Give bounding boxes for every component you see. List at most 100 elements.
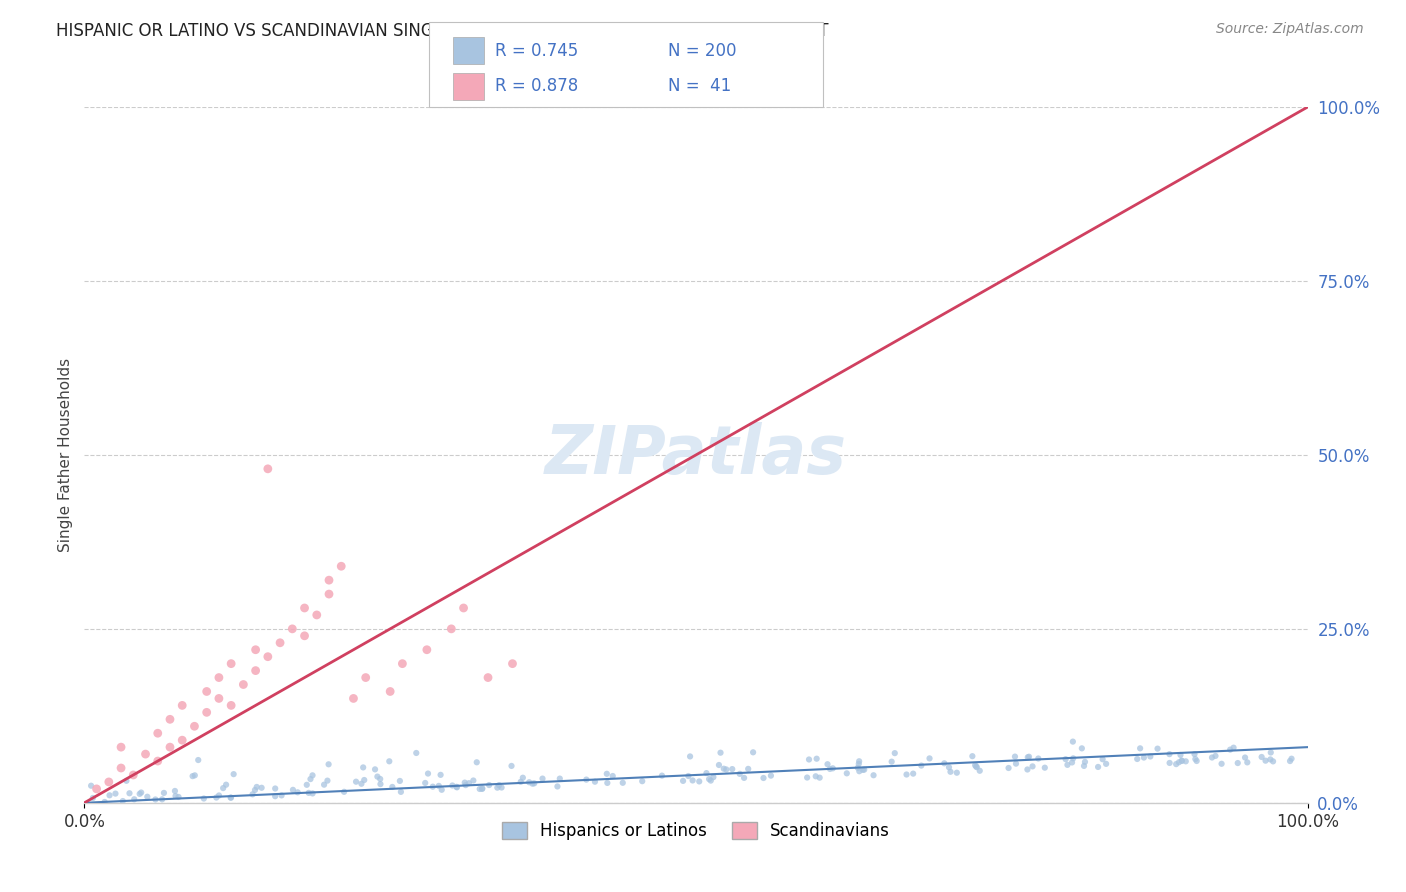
Point [242, 787, 264, 801]
Point [806, 752, 828, 766]
Point [1126, 752, 1149, 766]
Point [1234, 750, 1257, 764]
Point [695, 766, 717, 780]
Point [997, 761, 1019, 775]
Point [111, 794, 134, 808]
Point [1254, 754, 1277, 768]
Point [457, 776, 479, 790]
Point [416, 642, 439, 657]
Point [294, 629, 316, 643]
Point [910, 758, 932, 772]
Text: N = 200: N = 200 [668, 42, 737, 60]
Point [502, 657, 524, 671]
Point [682, 773, 704, 788]
Point [305, 607, 328, 622]
Point [110, 761, 132, 775]
Point [1018, 749, 1040, 764]
Point [314, 778, 336, 792]
Point [350, 777, 373, 791]
Point [1226, 756, 1249, 770]
Point [422, 780, 444, 794]
Point [330, 559, 353, 574]
Point [318, 573, 340, 587]
Point [301, 786, 323, 800]
Text: HISPANIC OR LATINO VS SCANDINAVIAN SINGLE FATHER HOUSEHOLDS CORRELATION CHART: HISPANIC OR LATINO VS SCANDINAVIAN SINGL… [56, 22, 828, 40]
Point [509, 774, 531, 789]
Point [381, 780, 404, 794]
Point [522, 777, 544, 791]
Point [1091, 752, 1114, 766]
Point [488, 778, 510, 792]
Point [728, 767, 751, 781]
Point [270, 789, 292, 803]
Point [918, 751, 941, 765]
Point [938, 760, 960, 774]
Point [318, 757, 340, 772]
Point [1095, 756, 1118, 771]
Point [1184, 752, 1206, 766]
Point [98, 789, 121, 803]
Point [405, 746, 427, 760]
Point [318, 587, 340, 601]
Point [299, 772, 322, 786]
Point [364, 763, 387, 777]
Point [546, 780, 568, 794]
Point [1004, 749, 1026, 764]
Point [246, 780, 269, 794]
Point [848, 756, 870, 771]
Point [1087, 760, 1109, 774]
Point [219, 790, 242, 805]
Point [295, 778, 318, 792]
Point [232, 677, 254, 691]
Point [212, 781, 235, 796]
Point [752, 771, 775, 785]
Point [413, 776, 436, 790]
Point [344, 774, 367, 789]
Point [1026, 751, 1049, 765]
Point [342, 691, 364, 706]
Point [1174, 755, 1197, 769]
Point [1146, 741, 1168, 756]
Point [901, 766, 924, 780]
Point [122, 768, 145, 782]
Point [862, 768, 884, 782]
Point [219, 698, 242, 713]
Point [257, 462, 280, 476]
Point [631, 774, 654, 789]
Point [602, 769, 624, 783]
Point [165, 789, 187, 803]
Point [333, 785, 356, 799]
Point [391, 657, 413, 671]
Point [128, 787, 150, 801]
Point [257, 649, 280, 664]
Point [1033, 761, 1056, 775]
Point [1073, 759, 1095, 773]
Point [612, 776, 634, 790]
Point [697, 772, 720, 786]
Point [1056, 757, 1078, 772]
Point [1062, 751, 1084, 765]
Point [848, 764, 870, 779]
Point [821, 761, 844, 775]
Point [523, 776, 546, 790]
Point [389, 785, 412, 799]
Point [416, 766, 439, 780]
Point [707, 758, 730, 772]
Point [1159, 756, 1181, 770]
Point [883, 746, 905, 760]
Point [965, 759, 987, 773]
Point [709, 746, 731, 760]
Point [478, 778, 501, 792]
Point [370, 777, 392, 791]
Point [531, 772, 554, 786]
Point [796, 771, 818, 785]
Point [454, 778, 477, 792]
Point [145, 792, 167, 806]
Point [468, 781, 491, 796]
Point [301, 768, 323, 782]
Point [1060, 756, 1083, 770]
Point [167, 789, 190, 804]
Point [1017, 763, 1039, 777]
Point [737, 762, 759, 776]
Point [219, 790, 242, 805]
